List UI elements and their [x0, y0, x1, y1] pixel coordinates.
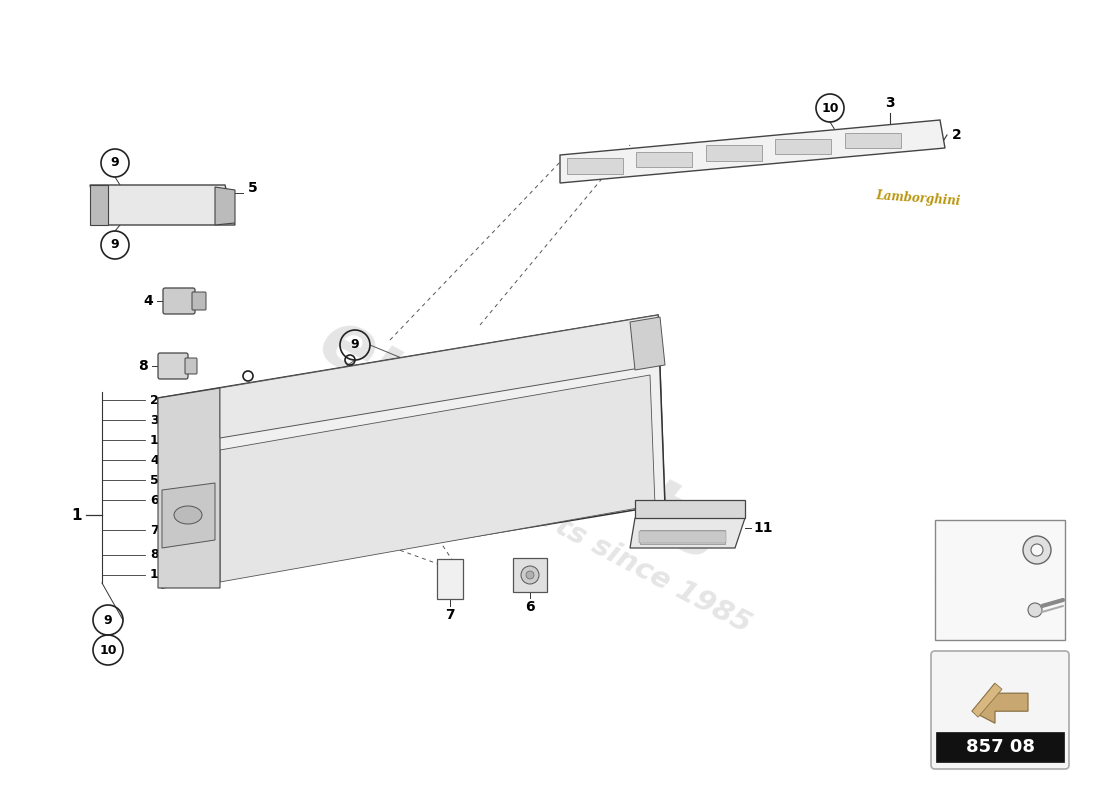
- Polygon shape: [220, 315, 658, 438]
- Text: 11: 11: [754, 521, 772, 535]
- FancyBboxPatch shape: [935, 520, 1065, 640]
- FancyBboxPatch shape: [192, 292, 206, 310]
- Polygon shape: [640, 530, 725, 544]
- Circle shape: [526, 571, 534, 579]
- Text: 9: 9: [351, 338, 360, 351]
- Polygon shape: [630, 518, 745, 548]
- Text: 4: 4: [150, 454, 158, 466]
- Polygon shape: [158, 388, 220, 588]
- Text: 9: 9: [103, 614, 112, 626]
- Polygon shape: [635, 500, 745, 518]
- Text: 5: 5: [150, 474, 158, 486]
- Polygon shape: [706, 146, 762, 161]
- Polygon shape: [90, 185, 108, 225]
- Text: 12: 12: [150, 434, 167, 446]
- FancyBboxPatch shape: [437, 559, 463, 599]
- Text: europarts: europarts: [305, 301, 735, 579]
- Text: 5: 5: [248, 181, 257, 195]
- Circle shape: [521, 566, 539, 584]
- Text: 3: 3: [150, 414, 158, 426]
- Polygon shape: [845, 133, 901, 148]
- Text: 3: 3: [886, 96, 894, 110]
- FancyBboxPatch shape: [639, 531, 726, 543]
- Text: 10: 10: [943, 543, 960, 557]
- Text: 9: 9: [111, 238, 119, 251]
- Polygon shape: [636, 152, 692, 167]
- Polygon shape: [158, 315, 666, 588]
- Text: 9: 9: [943, 603, 951, 617]
- Text: a passion for parts since 1985: a passion for parts since 1985: [305, 382, 756, 638]
- FancyBboxPatch shape: [158, 353, 188, 379]
- FancyBboxPatch shape: [185, 358, 197, 374]
- Text: 7: 7: [446, 608, 454, 622]
- Polygon shape: [776, 139, 832, 154]
- Text: 10: 10: [99, 643, 117, 657]
- Text: Lamborghini: Lamborghini: [874, 189, 960, 208]
- Text: 6: 6: [525, 600, 535, 614]
- Polygon shape: [162, 483, 214, 548]
- Polygon shape: [90, 185, 235, 225]
- Text: 1: 1: [72, 507, 82, 522]
- Polygon shape: [220, 375, 654, 582]
- Circle shape: [1023, 536, 1050, 564]
- Circle shape: [1031, 544, 1043, 556]
- Text: 2: 2: [952, 128, 961, 142]
- Polygon shape: [566, 158, 623, 174]
- Text: 11: 11: [150, 569, 167, 582]
- Text: 7: 7: [150, 523, 158, 537]
- FancyBboxPatch shape: [163, 288, 195, 314]
- Text: 8: 8: [150, 549, 158, 562]
- Polygon shape: [630, 317, 666, 370]
- Text: 2: 2: [150, 394, 158, 406]
- Polygon shape: [214, 187, 235, 225]
- Text: 6: 6: [150, 494, 158, 506]
- Polygon shape: [972, 683, 1028, 723]
- Text: 9: 9: [111, 157, 119, 170]
- Circle shape: [1028, 603, 1042, 617]
- FancyBboxPatch shape: [936, 732, 1064, 762]
- Polygon shape: [972, 683, 1002, 718]
- Text: 10: 10: [822, 102, 838, 114]
- Ellipse shape: [174, 506, 202, 524]
- FancyBboxPatch shape: [931, 651, 1069, 769]
- Text: 857 08: 857 08: [966, 738, 1034, 756]
- Text: 8: 8: [139, 359, 148, 373]
- Text: 4: 4: [143, 294, 153, 308]
- Polygon shape: [560, 120, 945, 183]
- FancyBboxPatch shape: [513, 558, 547, 592]
